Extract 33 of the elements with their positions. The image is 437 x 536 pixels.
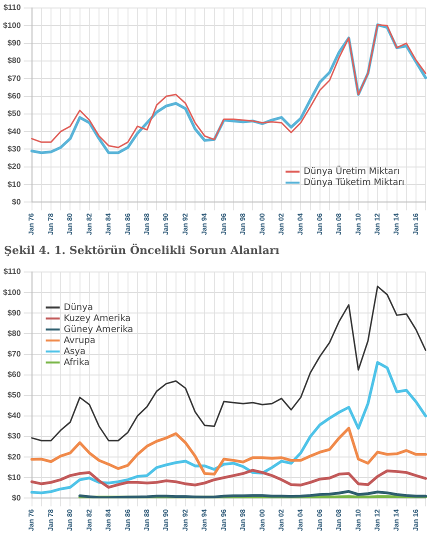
y-tick-label: $20	[7, 162, 22, 172]
y-tick-label: $0	[12, 197, 22, 206]
legend-label: Afrika	[64, 358, 90, 368]
y-tick-label: $90	[7, 308, 22, 318]
legend-label: Dünya	[64, 302, 93, 313]
legend-label: Güney Amerika	[64, 324, 134, 335]
legend-label: Dünya Tüketim Miktarı	[304, 178, 404, 188]
y-tick-label: $100	[3, 288, 22, 297]
y-tick-label: $60	[7, 91, 22, 100]
y-tick-label: $40	[7, 411, 22, 420]
y-tick-label: $110	[3, 267, 22, 276]
y-tick-label: $20	[7, 452, 22, 462]
y-tick-label: $10	[7, 472, 22, 482]
y-tick-label: $30	[7, 144, 22, 154]
y-tick-label: $90	[7, 38, 22, 48]
y-tick-label: $60	[7, 370, 22, 380]
y-tick-label: $70	[7, 74, 22, 83]
legend-label: Kuzey Amerika	[64, 314, 131, 324]
y-tick-label: $110	[3, 3, 22, 12]
chart-title: Şekil 4. 1. Sektörün Öncelikli Sorun Alanları	[3, 242, 280, 259]
legend-label: Avrupa	[64, 336, 96, 346]
legend-label: Dünya Üretim Miktarı	[304, 165, 400, 178]
y-tick-label: $70	[7, 349, 22, 358]
y-tick-label: $80	[7, 328, 22, 338]
y-tick-label: $100	[3, 20, 22, 30]
y-tick-label: $30	[7, 432, 22, 441]
y-tick-label: $50	[7, 109, 22, 118]
y-tick-label: $10	[7, 180, 22, 189]
y-tick-label: $50	[7, 390, 22, 400]
y-tick-label: $0	[12, 493, 22, 502]
y-tick-label: $80	[7, 56, 22, 66]
legend-label: Asya	[64, 346, 86, 357]
y-tick-label: $40	[7, 126, 22, 136]
